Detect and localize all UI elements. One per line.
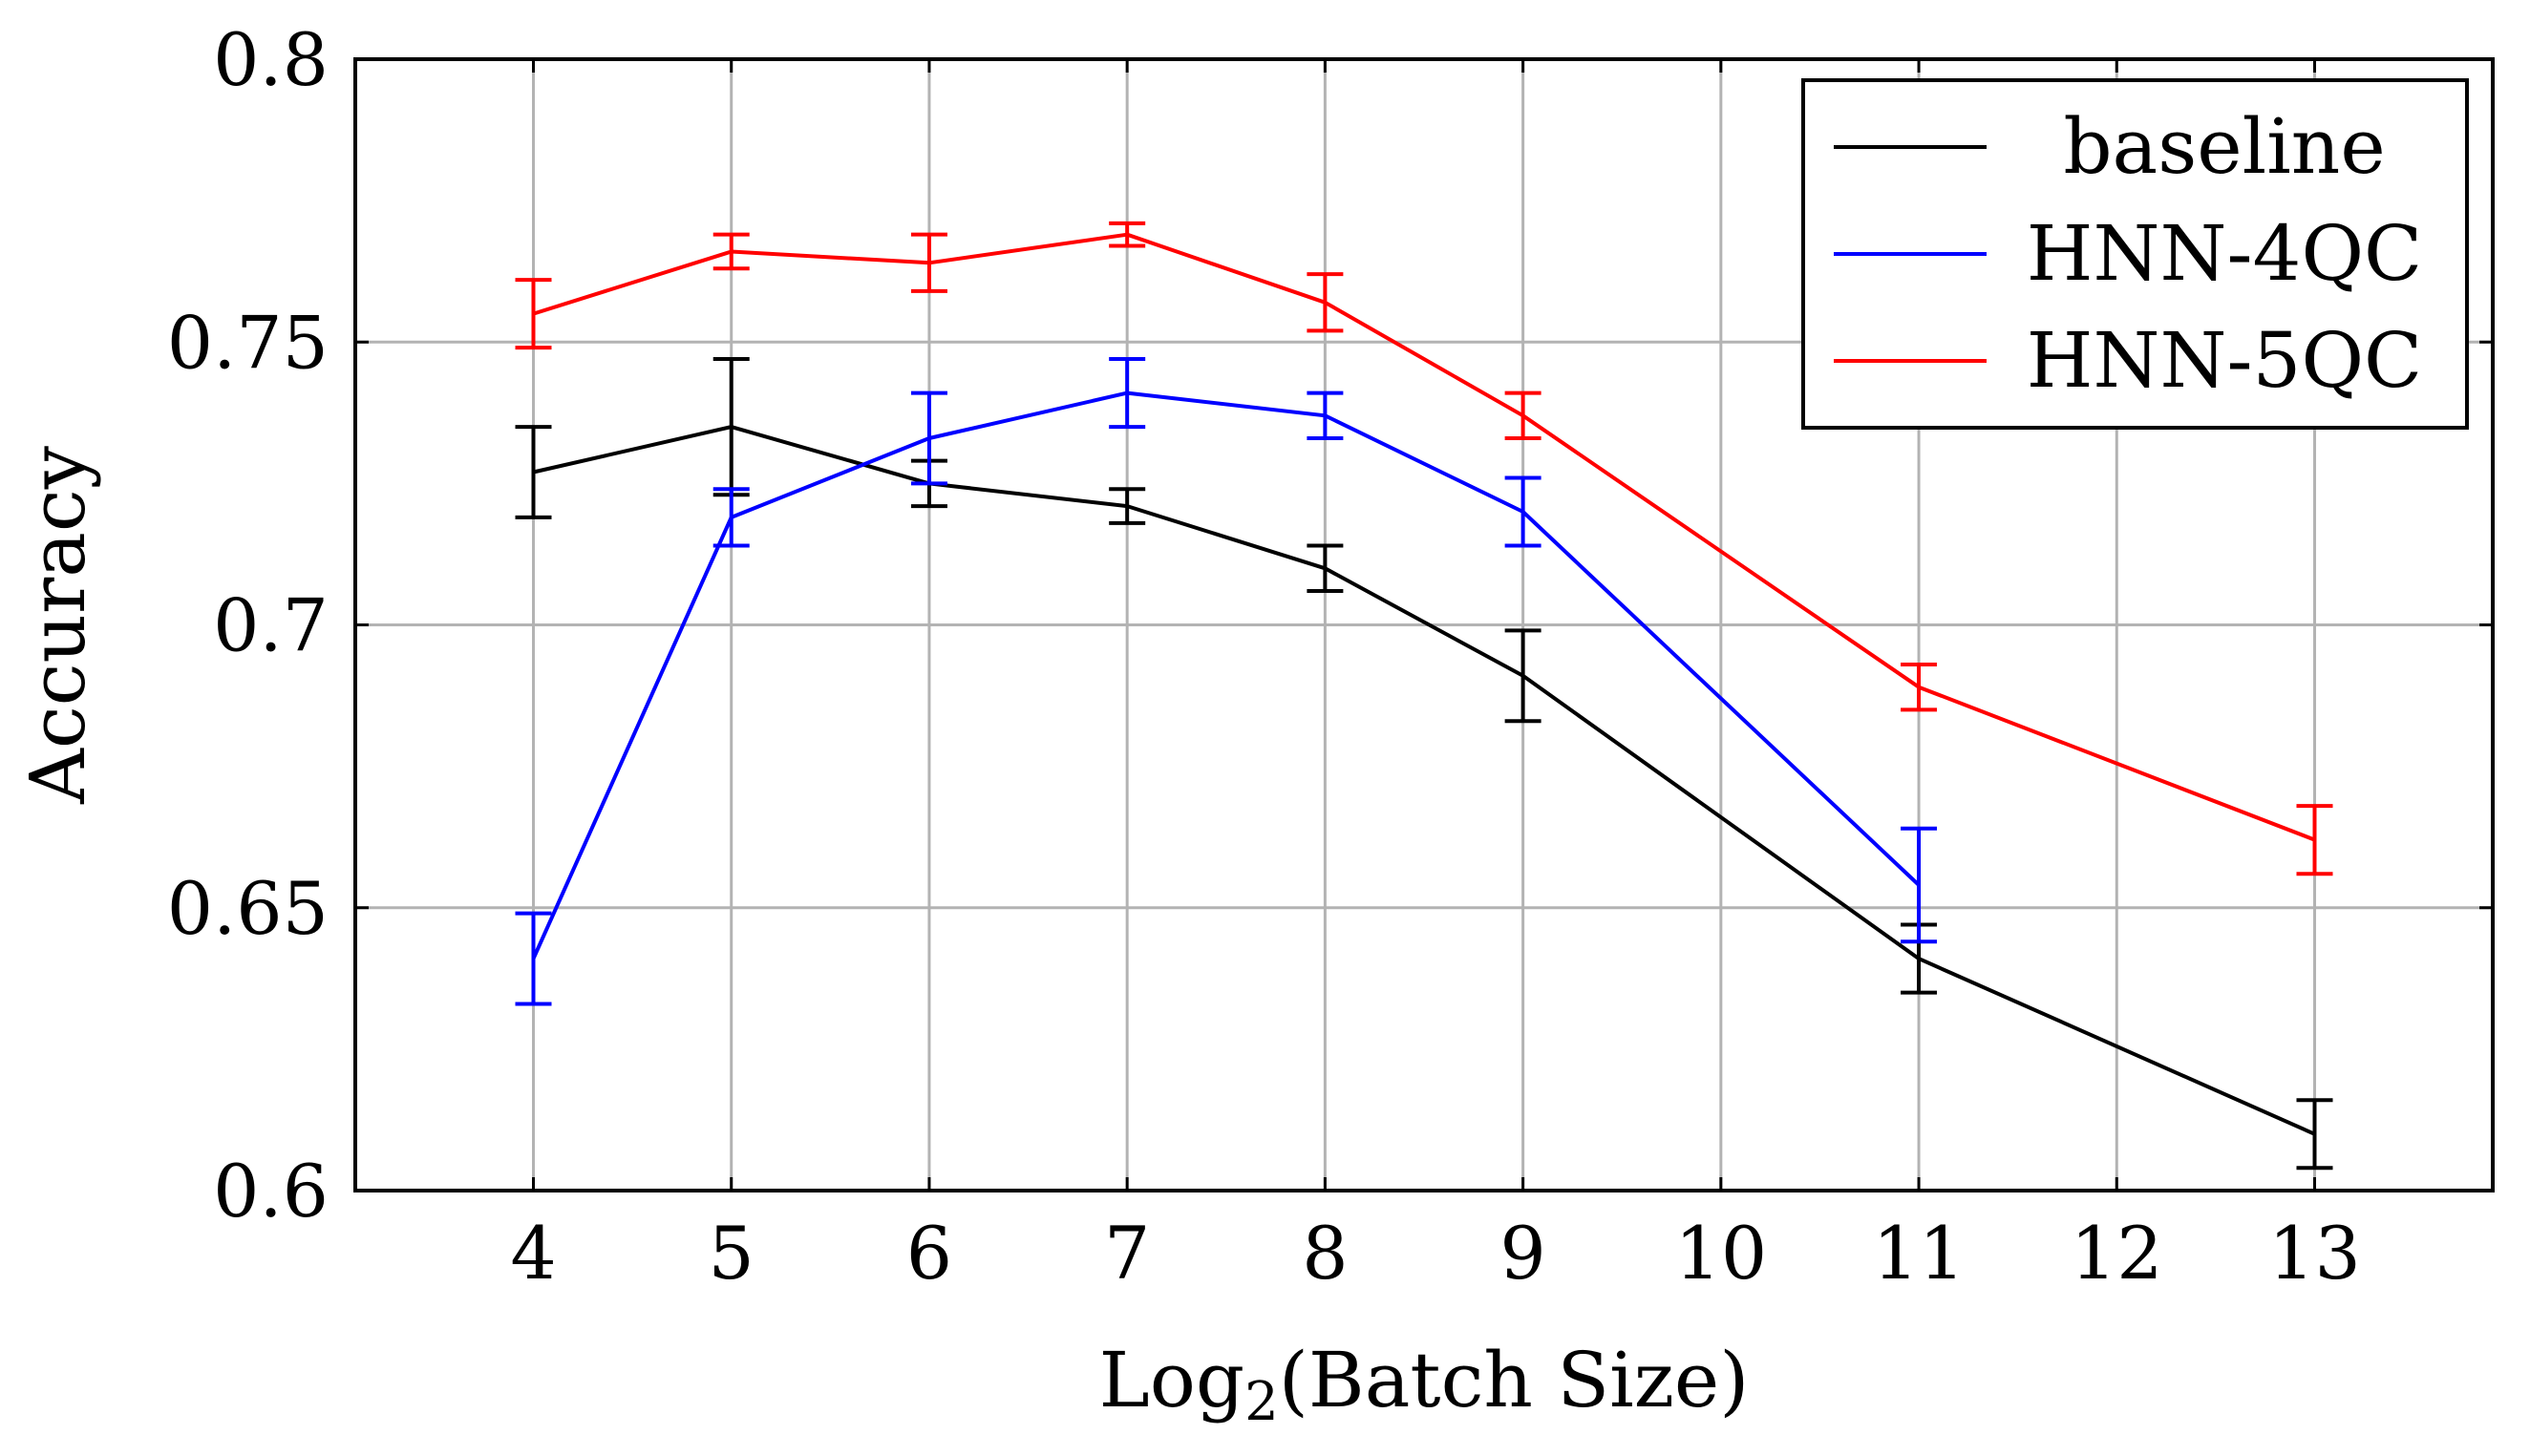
y-tick-label: 0.7 [213, 583, 329, 668]
series-layer [515, 221, 2333, 1171]
x-tick-label: 8 [1302, 1211, 1348, 1296]
tick-labels: 4 5 6 7 8 9 10 11 12 13 0.6 0.65 0.7 0.75 0.8 [167, 17, 2361, 1296]
x-tick-label: 13 [2268, 1211, 2361, 1296]
x-tick-label: 6 [906, 1211, 952, 1296]
y-tick-label: 0.6 [213, 1149, 329, 1234]
error-bar-hnn-5qc [910, 232, 947, 293]
series-hnn-4qc [515, 357, 1938, 1006]
y-tick-label: 0.75 [167, 300, 329, 385]
legend-label: HNN-5QC [2027, 316, 2423, 405]
x-axis-title-subscript: 2 [1244, 1371, 1279, 1433]
x-axis-title-rest: (Batch Size) [1279, 1336, 1750, 1424]
error-bar-hnn-5qc [712, 232, 750, 271]
x-tick-label: 5 [709, 1211, 755, 1296]
error-bar-baseline [2296, 1098, 2333, 1171]
error-bar-baseline [712, 357, 750, 497]
y-axis-title: Accuracy [13, 446, 102, 805]
x-tick-label: 9 [1499, 1211, 1545, 1296]
legend: baseline HNN-4QC HNN-5QC [1801, 78, 2469, 430]
error-bar-hnn-4qc [1109, 357, 1146, 430]
error-bar-hnn-5qc [1307, 272, 1344, 333]
error-bar-hnn-4qc [1307, 390, 1344, 440]
error-bar-hnn-4qc [712, 487, 750, 548]
ticks [355, 57, 2493, 1192]
x-tick-label: 7 [1104, 1211, 1150, 1296]
error-bar-hnn-5qc [1109, 221, 1146, 248]
series-baseline [515, 357, 2333, 1171]
error-bar-baseline [1504, 628, 1541, 724]
y-tick-label: 0.8 [213, 17, 329, 102]
x-tick-label: 12 [2071, 1211, 2163, 1296]
y-tick-label: 0.65 [167, 866, 329, 951]
error-bar-hnn-4qc [1901, 826, 1938, 944]
error-bar-hnn-5qc [515, 278, 552, 350]
error-bar-hnn-4qc [515, 911, 552, 1006]
error-bar-hnn-5qc [1901, 662, 1938, 712]
error-bar-baseline [1307, 543, 1344, 593]
series-hnn-5qc [515, 221, 2333, 876]
x-axis-title-main: Log [1099, 1336, 1245, 1424]
error-bar-hnn-5qc [2296, 804, 2333, 876]
error-bar-hnn-4qc [1504, 475, 1541, 548]
series-line-baseline [533, 425, 2316, 1136]
error-bar-baseline [1109, 487, 1146, 525]
error-bar-hnn-5qc [1504, 390, 1541, 440]
x-axis-title: Log2(Batch Size) [1099, 1336, 1750, 1433]
series-line-hnn-4qc [531, 390, 1921, 960]
legend-label: HNN-4QC [2027, 209, 2423, 298]
series-line-hnn-5qc [532, 232, 2316, 842]
x-tick-label: 10 [1674, 1211, 1767, 1296]
x-tick-label: 4 [510, 1211, 556, 1296]
error-bar-baseline [515, 425, 552, 519]
x-tick-label: 11 [1873, 1211, 1966, 1296]
legend-label: baseline [2063, 102, 2385, 191]
error-bar-hnn-4qc [910, 390, 947, 486]
